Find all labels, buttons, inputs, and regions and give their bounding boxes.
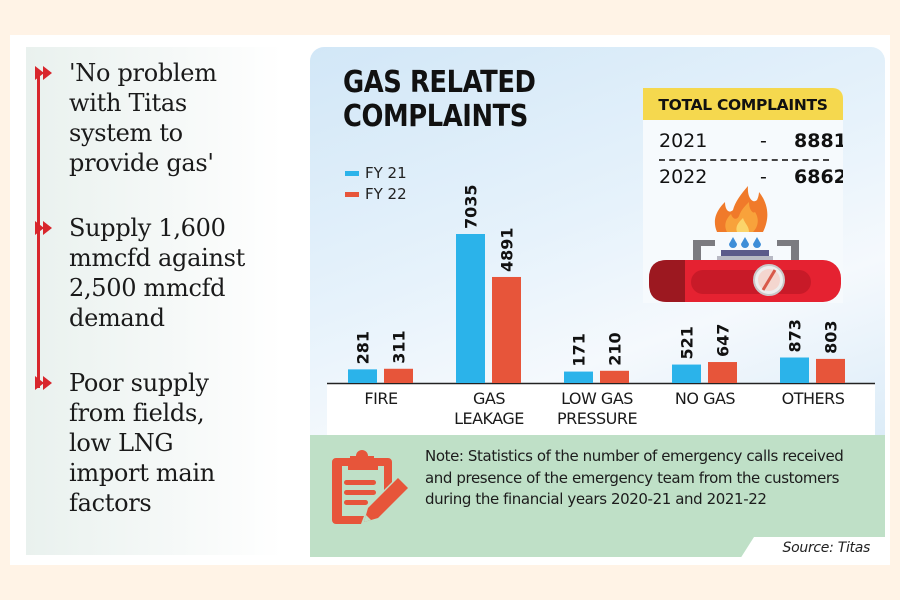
total-separator: -	[760, 166, 767, 188]
gas-stove-icon	[649, 186, 841, 302]
source-tab	[740, 537, 890, 559]
total-year: 2022	[659, 166, 708, 188]
double-arrow-icon	[43, 221, 52, 235]
data-label-others-fy21: 873	[786, 319, 805, 352]
bullet-text: Supply 1,600 mmcfd against 2,500 mmcfd d…	[69, 214, 246, 332]
dashed-divider	[659, 159, 829, 161]
legend-swatch-fy22	[345, 191, 359, 197]
source-label: Source: Titas	[782, 540, 871, 556]
data-label-no-gas-fy21: 521	[678, 326, 697, 359]
x-tick-label-low-gas-pressure: LOW GAS PRESSURE	[556, 389, 638, 428]
x-tick-label-fire: FIRE	[364, 389, 398, 408]
x-axis-band	[327, 384, 875, 435]
clipboard-pencil-icon	[332, 450, 408, 524]
legend-label: FY 22	[365, 185, 407, 203]
legend-item-fy22: FY 22	[345, 184, 407, 204]
total-separator: -	[760, 130, 767, 152]
bar-no-gas-fy22	[708, 362, 737, 383]
data-label-low-gas-pressure-fy21: 171	[570, 333, 589, 366]
data-label-low-gas-pressure-fy22: 210	[606, 332, 625, 365]
total-value: 6862	[794, 166, 843, 188]
bar-no-gas-fy21	[672, 364, 701, 383]
total-row-2022: 2022 - 6862	[659, 164, 843, 190]
legend-swatch-fy21	[345, 170, 359, 176]
bar-others-fy22	[816, 358, 845, 383]
note-text: Note: Statistics of the number of emerge…	[425, 447, 844, 508]
flame-icon	[714, 186, 768, 232]
bar-gas-leakage-fy22	[492, 276, 521, 383]
x-tick-label-no-gas: NO GAS	[674, 389, 736, 408]
total-value: 8881	[794, 130, 843, 152]
bar-fire-fy21	[348, 369, 377, 383]
bar-gas-leakage-fy21	[456, 234, 485, 383]
data-label-fire-fy22: 311	[390, 330, 409, 363]
double-arrow-icon	[35, 376, 44, 390]
legend-item-fy21: FY 21	[345, 163, 407, 183]
chart-title: GAS RELATED COMPLAINTS	[343, 65, 536, 134]
x-tick-label-gas-leakage: GAS LEAKAGE	[454, 389, 524, 428]
data-label-no-gas-fy22: 647	[714, 324, 733, 357]
note-panel	[310, 435, 885, 557]
total-year: 2021	[659, 130, 708, 152]
legend-label: FY 21	[365, 164, 407, 182]
double-arrow-icon	[35, 66, 44, 80]
bar-low-gas-pressure-fy21	[564, 371, 593, 383]
bar-low-gas-pressure-fy22	[600, 370, 629, 383]
bar-others-fy21	[780, 357, 809, 383]
data-label-gas-leakage-fy21: 7035	[462, 184, 481, 229]
data-label-fire-fy21: 281	[354, 331, 373, 364]
bar-labels-group: 281 311 7035 4891 171 210 521 647 873 803	[354, 184, 841, 366]
bars-group	[348, 234, 845, 383]
double-arrow-icon	[35, 221, 44, 235]
total-row-2021: 2021 - 8881	[659, 128, 843, 154]
bullet-text: 'No problem with Titas system to provide…	[69, 59, 217, 177]
data-label-gas-leakage-fy22: 4891	[498, 227, 517, 272]
total-complaints-heading: TOTAL COMPLAINTS	[643, 88, 843, 120]
key-points-panel	[26, 47, 282, 555]
data-label-others-fy22: 803	[822, 320, 841, 353]
x-tick-label-others: OTHERS	[781, 389, 845, 408]
double-arrow-icon	[43, 66, 52, 80]
double-arrow-icon	[43, 376, 52, 390]
bullet-text: Poor supply from fields, low LNG import …	[69, 369, 215, 517]
bar-fire-fy22	[384, 368, 413, 383]
